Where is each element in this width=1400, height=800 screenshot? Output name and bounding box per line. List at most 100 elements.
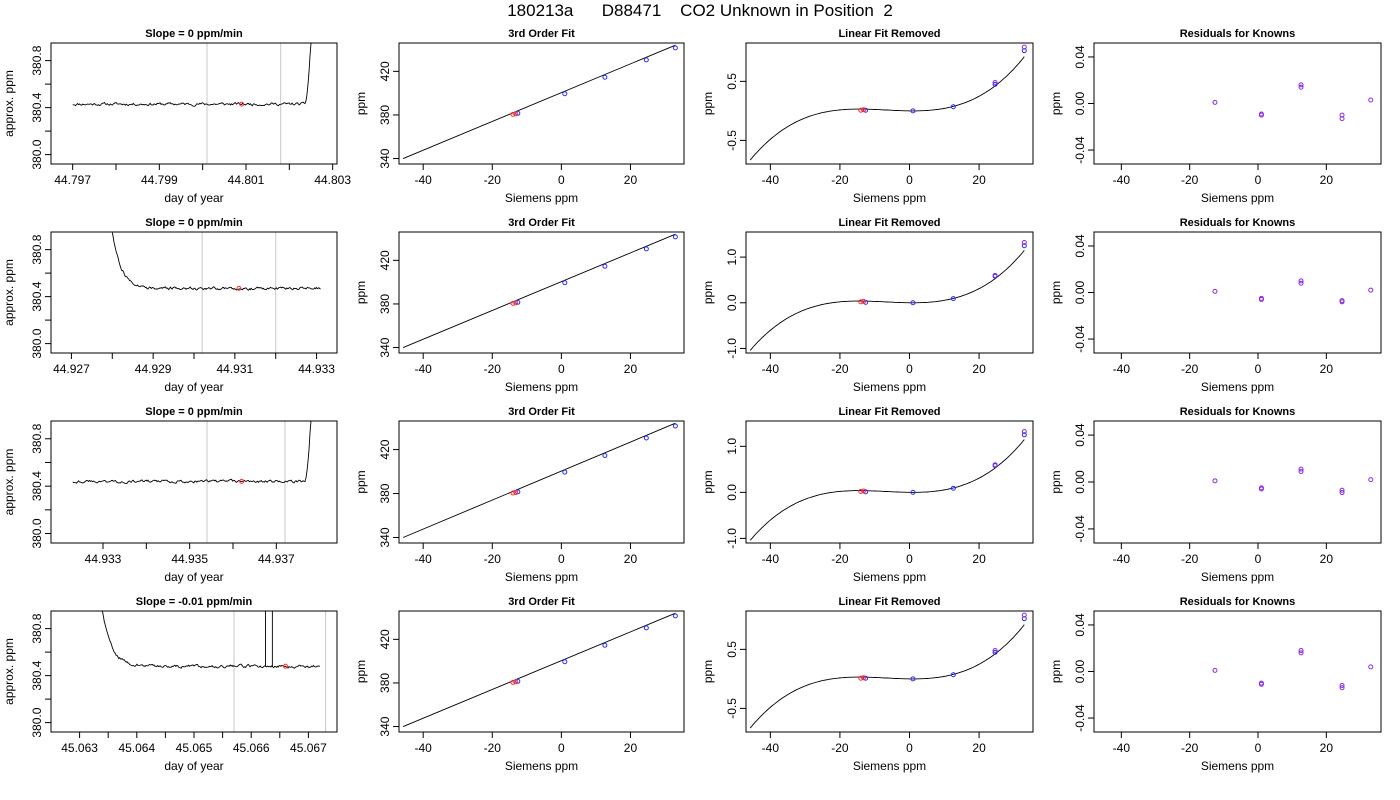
- x-tick-label: 45.063: [61, 741, 98, 755]
- panel-title: Linear Fit Removed: [838, 596, 940, 608]
- residual-point: [1339, 299, 1345, 305]
- known-point: [602, 642, 608, 648]
- x-tick-label: -40: [1113, 552, 1131, 566]
- y-tick-label: 420: [378, 439, 392, 459]
- panel-trace-2: Slope = 0 ppm/min 44.927 44.929 44.931 44.93…: [2, 217, 338, 394]
- panel-fit-3: 3rd Order Fit -40 -20 0 20 Siemens ppm 340 380 4…: [354, 406, 685, 584]
- y-tick-label: 340: [378, 337, 392, 357]
- residual-point: [1368, 664, 1374, 670]
- known-point: [1021, 432, 1027, 438]
- x-tick-label: -40: [415, 741, 433, 755]
- y-tick-label: 380: [378, 673, 392, 693]
- y-tick-label: 420: [378, 61, 392, 81]
- panel-fit-2: 3rd Order Fit -40 -20 0 20 Siemens ppm 340 380 4…: [354, 217, 685, 394]
- panel-residuals-4: Residuals for Knowns -40 -20 0 20 Siemens ppm…: [1049, 596, 1382, 773]
- residual-point: [1339, 112, 1345, 118]
- unknown-point: [510, 490, 516, 496]
- panel-title: Residuals for Knowns: [1180, 28, 1296, 40]
- y-tick-label: 380.4: [30, 281, 44, 311]
- x-tick-label: 44.933: [298, 362, 335, 376]
- panel-title: 3rd Order Fit: [508, 406, 575, 418]
- x-tick-label: -20: [484, 362, 502, 376]
- panel-title: 3rd Order Fit: [508, 28, 575, 40]
- x-tick-label: 20: [1320, 741, 1334, 755]
- known-point: [672, 234, 678, 240]
- y-tick-label: 0.5: [725, 641, 739, 658]
- unknown-point: [510, 300, 516, 306]
- y-tick-label: 380.8: [30, 613, 44, 643]
- panel-title: Linear Fit Removed: [838, 406, 940, 418]
- fit-line: [402, 422, 676, 538]
- y-tick-label: 340: [378, 716, 392, 736]
- known-point-repeat: [992, 272, 998, 278]
- y-tick-label: 0.00: [1073, 280, 1087, 304]
- known-point: [992, 81, 998, 87]
- known-point-repeat: [1021, 612, 1027, 618]
- known-point-repeat: [992, 648, 998, 654]
- x-axis-label: Siemens ppm: [505, 380, 578, 394]
- known-point: [950, 104, 956, 110]
- unknown-point: [513, 679, 519, 685]
- y-tick-label: 380.4: [30, 92, 44, 122]
- known-point: [910, 300, 916, 306]
- known-point: [672, 45, 678, 51]
- panel-linear-removed-4: Linear Fit Removed -40 -20 0 20 Siemens ppm -0…: [701, 596, 1034, 773]
- known-point: [643, 246, 649, 252]
- y-tick-label: 380.0: [30, 707, 44, 737]
- x-tick-label: 20: [624, 741, 638, 755]
- x-tick-label: 45.067: [290, 741, 327, 755]
- x-tick-label: 0: [558, 552, 565, 566]
- x-tick-label: 44.797: [54, 173, 91, 187]
- panel-residuals-3: Residuals for Knowns -40 -20 0 20 Siemens ppm…: [1049, 406, 1382, 584]
- plot-area: [1212, 648, 1374, 691]
- y-axis-label: ppm: [701, 92, 715, 115]
- x-tick-label: 0: [906, 173, 913, 187]
- y-axis-label: approx. ppm: [2, 638, 16, 705]
- y-tick-label: 380.0: [30, 518, 44, 548]
- known-point: [950, 485, 956, 491]
- residual-point: [1368, 97, 1374, 103]
- y-tick-label: -1.0: [725, 338, 739, 359]
- cubic-curve: [749, 56, 1025, 161]
- y-tick-label: 380.8: [30, 45, 44, 75]
- y-tick-label: -0.5: [725, 130, 739, 151]
- x-tick-label: 44.937: [258, 552, 295, 566]
- known-point-repeat: [1021, 429, 1027, 435]
- known-point: [562, 280, 568, 286]
- x-tick-label: 20: [624, 362, 638, 376]
- y-tick-label: 0.0: [725, 484, 739, 501]
- y-tick-label: 1.0: [725, 438, 739, 455]
- residual-point: [1258, 112, 1264, 118]
- known-point: [643, 625, 649, 631]
- residual-point: [1339, 682, 1345, 688]
- unknown-mean-point: [239, 101, 245, 107]
- y-tick-label: 0.04: [1073, 234, 1087, 258]
- x-axis-label: day of year: [164, 570, 223, 584]
- x-tick-label: 20: [972, 741, 986, 755]
- y-tick-label: 0.5: [725, 73, 739, 90]
- cubic-curve: [749, 624, 1025, 729]
- x-tick-label: 20: [1320, 552, 1334, 566]
- residual-point: [1339, 685, 1345, 691]
- x-tick-label: -40: [762, 741, 780, 755]
- x-axis-label: Siemens ppm: [853, 380, 926, 394]
- y-axis-label: ppm: [701, 281, 715, 304]
- residual-point: [1339, 116, 1345, 122]
- plot-area: [72, 43, 312, 164]
- plot-area: [111, 232, 321, 353]
- y-tick-label: 380: [378, 483, 392, 503]
- y-tick-label: 0.00: [1073, 659, 1087, 683]
- x-tick-label: -40: [1113, 362, 1131, 376]
- x-axis-label: day of year: [164, 191, 223, 205]
- known-point: [643, 57, 649, 63]
- concentration-trace: [111, 232, 321, 291]
- plot-frame: [745, 610, 1034, 733]
- plot-frame: [745, 42, 1034, 165]
- x-tick-label: -40: [1113, 741, 1131, 755]
- panel-linear-removed-2: Linear Fit Removed -40 -20 0 20 Siemens ppm -1…: [701, 217, 1034, 394]
- plot-frame: [398, 420, 685, 544]
- x-tick-label: 20: [624, 552, 638, 566]
- x-tick-label: 20: [972, 552, 986, 566]
- known-point: [950, 672, 956, 678]
- known-point: [863, 107, 869, 113]
